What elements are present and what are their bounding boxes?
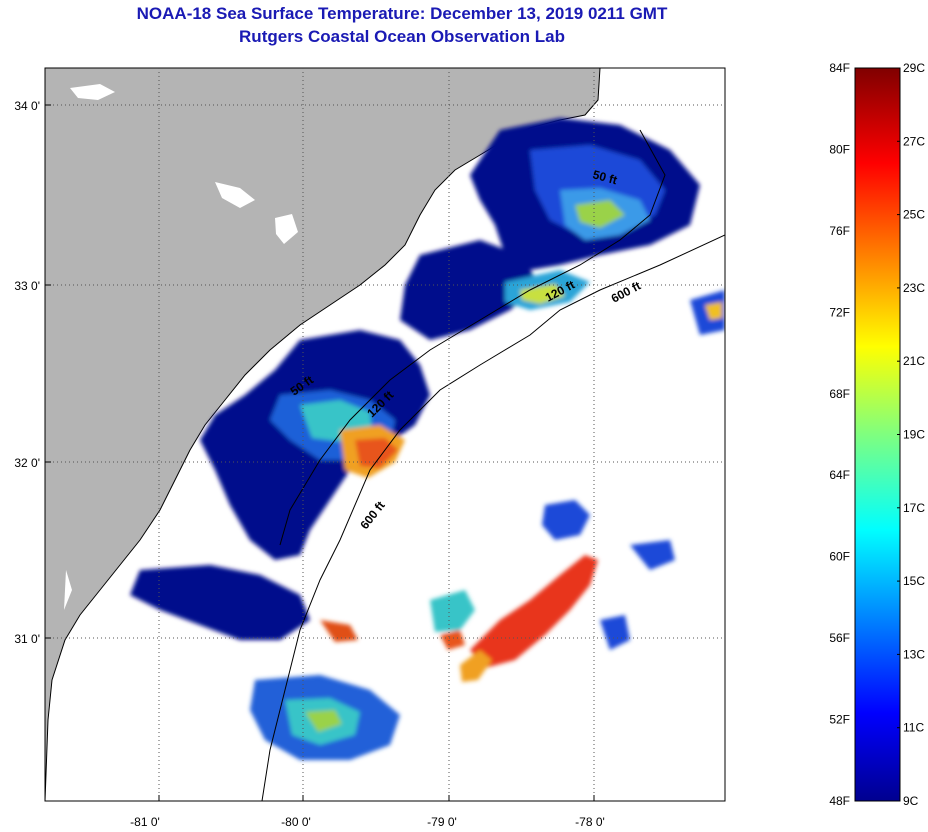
lat-label: 33 0': [14, 279, 40, 293]
lon-label: -80 0': [281, 815, 311, 829]
lon-label: -78 0': [575, 815, 605, 829]
map-subtitle: Rutgers Coastal Ocean Observation Lab: [239, 27, 565, 46]
isobath-lines: [261, 129, 725, 801]
lat-label: 31 0': [14, 632, 40, 646]
map-title: NOAA-18 Sea Surface Temperature: Decembe…: [136, 4, 668, 23]
lon-label: -81 0': [130, 815, 160, 829]
lat-label: 32 0': [14, 456, 40, 470]
isobath-label: 50 ft: [591, 167, 618, 187]
map-gridlines: [45, 68, 725, 801]
lon-label: -79 0': [427, 815, 457, 829]
land-mass: [45, 68, 600, 801]
sst-cloud-free-patches: [130, 118, 725, 760]
lat-label: 34 0': [14, 99, 40, 113]
